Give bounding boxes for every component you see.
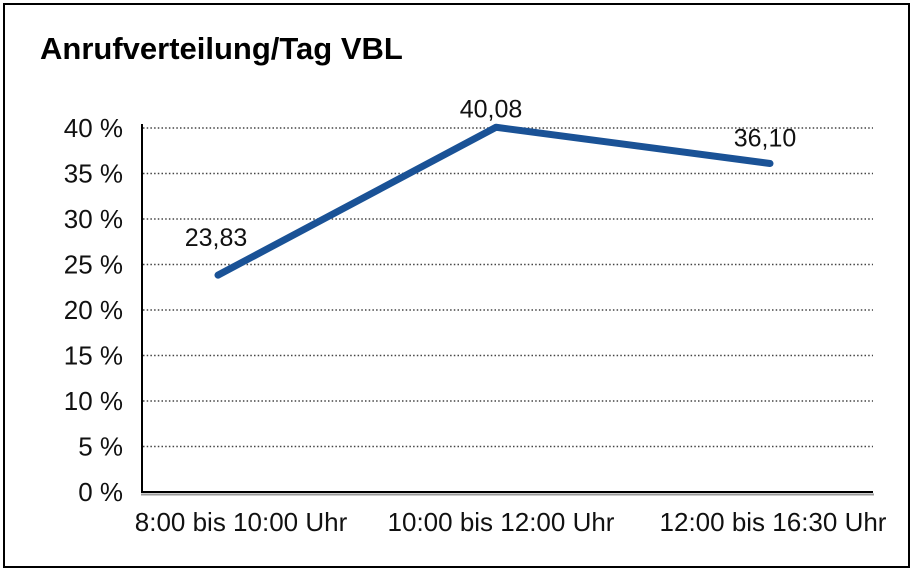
category-label: 10:00 bis 12:00 Uhr [388,507,615,537]
y-tick-label: 30 % [64,204,123,234]
category-label: 12:00 bis 16:30 Uhr [660,507,887,537]
chart-title: Anrufverteilung/Tag VBL [40,31,403,66]
data-point-label: 23,83 [185,224,248,252]
y-tick-label: 10 % [64,386,123,416]
chart-frame [3,3,910,568]
data-point-label: 40,08 [460,95,523,123]
series-line [214,123,774,279]
category-label: 8:00 bis 10:00 Uhr [135,507,348,537]
y-tick-label: 25 % [64,250,123,280]
y-tick-label: 20 % [64,295,123,325]
y-tick-label: 0 % [78,477,123,507]
y-tick-label: 15 % [64,341,123,371]
data-point-label: 36,10 [734,124,797,152]
y-tick-label: 5 % [78,432,123,462]
y-tick-label: 40 % [64,113,123,143]
y-tick-label: 35 % [64,159,123,189]
